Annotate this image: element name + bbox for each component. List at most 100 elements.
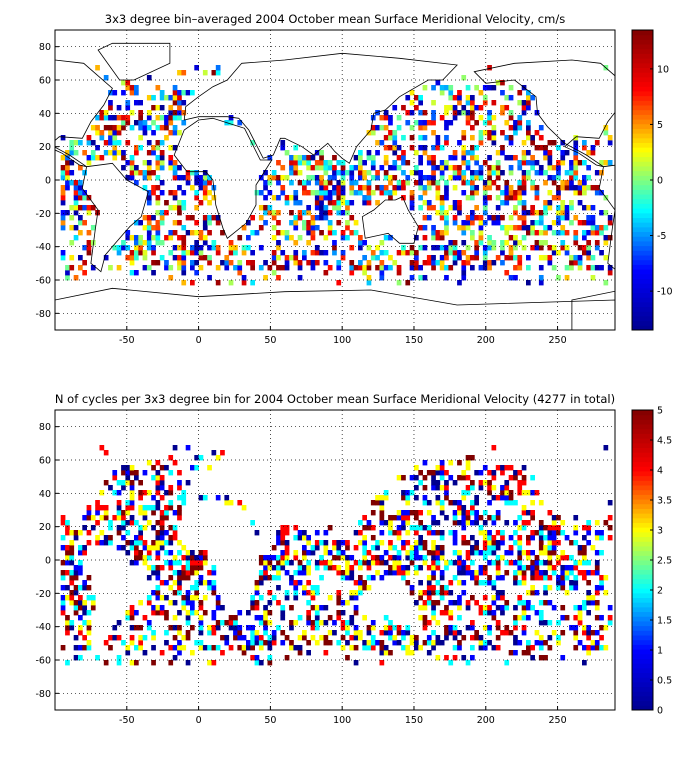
velocity-bin (375, 170, 380, 176)
cycles-bin (538, 520, 544, 526)
cycles-bin (138, 600, 143, 606)
cycles-y-tick-label: 20 (39, 522, 51, 533)
cycles-bin (254, 635, 260, 641)
cycles-bin (431, 605, 436, 611)
cycles-bin (543, 600, 548, 606)
cycles-bin (422, 485, 428, 491)
velocity-bin (82, 195, 87, 201)
velocity-bin (323, 250, 329, 256)
cycles-y-tick-label: -60 (35, 656, 51, 667)
cycles-x-tick-label: 50 (264, 715, 276, 726)
velocity-bin (521, 215, 527, 221)
cycles-bin (138, 530, 143, 536)
cycles-bin (362, 560, 367, 566)
cycles-bin (125, 500, 131, 506)
velocity-bin (526, 280, 531, 286)
cycles-y-tick-label: 80 (39, 422, 51, 433)
velocity-bin (594, 185, 600, 191)
velocity-bin (69, 265, 75, 271)
cycles-bin (405, 515, 411, 521)
velocity-bin (388, 175, 393, 181)
cycles-bin (194, 610, 199, 616)
velocity-bin (530, 165, 535, 171)
velocity-bin (353, 190, 359, 196)
velocity-bin (297, 275, 303, 281)
cycles-bin (388, 635, 393, 641)
cycles-bin (491, 475, 497, 481)
velocity-bin (491, 140, 497, 146)
velocity-bin (121, 80, 126, 86)
cycles-bin (228, 615, 234, 621)
cycles-bin (495, 625, 501, 631)
cycles-bin (362, 645, 367, 651)
velocity-bin (134, 120, 139, 126)
cycles-bin (491, 615, 497, 621)
cycles-bin (470, 595, 475, 601)
cycles-bin (560, 585, 566, 591)
velocity-bin (418, 245, 423, 251)
cycles-bin (547, 510, 553, 516)
velocity-bin (582, 140, 587, 146)
velocity-bin (590, 225, 596, 231)
cycles-bin (560, 655, 566, 661)
velocity-bin (198, 265, 204, 271)
cycles-bin (603, 645, 609, 651)
cycles-bin (138, 525, 143, 531)
cycles-bin (267, 620, 273, 626)
cycles-x-tick-label: 250 (548, 715, 566, 726)
velocity-bin (422, 85, 428, 91)
velocity-bin (435, 180, 441, 186)
velocity-bin (491, 180, 497, 186)
velocity-bin (461, 230, 467, 236)
cycles-bin (177, 480, 182, 486)
velocity-bin (155, 160, 161, 166)
cycles-bin (65, 555, 70, 561)
cycles-bin (521, 625, 527, 631)
velocity-bin (327, 225, 333, 231)
cycles-bin (513, 650, 518, 656)
velocity-bin (560, 225, 566, 231)
cycles-bin (465, 485, 471, 491)
velocity-bin (556, 185, 561, 191)
cycles-bin (336, 565, 342, 571)
velocity-bin (142, 240, 148, 246)
cycles-bin (444, 515, 449, 521)
velocity-bin (353, 180, 359, 186)
velocity-bin (86, 155, 92, 161)
velocity-bin (134, 240, 139, 246)
velocity-bin (409, 145, 415, 151)
cycles-bin (538, 610, 544, 616)
velocity-bin (495, 150, 501, 156)
cycles-bin (168, 470, 174, 476)
velocity-bin (439, 85, 445, 91)
velocity-bin (211, 215, 217, 221)
cycles-bin (444, 610, 449, 616)
velocity-colorbar-swatch (632, 161, 653, 167)
velocity-bin (155, 145, 161, 151)
velocity-bin (474, 170, 479, 176)
velocity-bin (383, 185, 389, 191)
cycles-bin (73, 645, 79, 651)
velocity-bin (508, 245, 514, 251)
cycles-bin (250, 520, 255, 526)
velocity-bin (409, 195, 415, 201)
velocity-colorbar-tick-label: 0 (657, 176, 663, 187)
velocity-bin (82, 260, 87, 266)
cycles-bin (190, 550, 195, 556)
velocity-colorbar-tick-label: 5 (657, 120, 663, 131)
cycles-bin (370, 555, 376, 561)
velocity-bin (452, 155, 458, 161)
velocity-colorbar-swatch (632, 194, 653, 200)
velocity-bin (332, 250, 337, 256)
cycles-bin (504, 490, 510, 496)
velocity-bin (569, 200, 574, 206)
cycles-bin (177, 630, 182, 636)
cycles-bin (73, 570, 79, 576)
cycles-bin (414, 530, 419, 536)
velocity-bin (207, 215, 212, 221)
velocity-bin (319, 180, 324, 186)
velocity-bin (336, 200, 342, 206)
velocity-bin (142, 120, 148, 126)
cycles-bin (332, 630, 337, 636)
cycles-bin (177, 550, 182, 556)
